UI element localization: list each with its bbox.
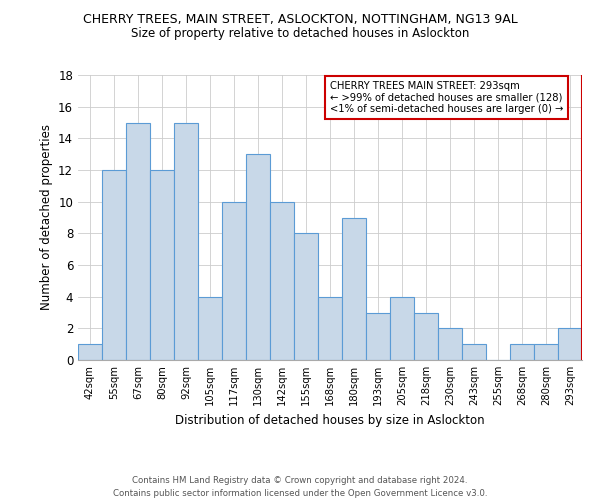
Bar xyxy=(342,218,366,360)
Bar xyxy=(78,344,102,360)
Text: CHERRY TREES, MAIN STREET, ASLOCKTON, NOTTINGHAM, NG13 9AL: CHERRY TREES, MAIN STREET, ASLOCKTON, NO… xyxy=(83,12,517,26)
Text: CHERRY TREES MAIN STREET: 293sqm
← >99% of detached houses are smaller (128)
<1%: CHERRY TREES MAIN STREET: 293sqm ← >99% … xyxy=(330,80,563,114)
Bar xyxy=(390,296,414,360)
Bar xyxy=(126,122,150,360)
Bar xyxy=(222,202,246,360)
Text: Contains HM Land Registry data © Crown copyright and database right 2024.
Contai: Contains HM Land Registry data © Crown c… xyxy=(113,476,487,498)
Bar xyxy=(270,202,294,360)
Bar xyxy=(462,344,486,360)
Y-axis label: Number of detached properties: Number of detached properties xyxy=(40,124,53,310)
Bar xyxy=(102,170,126,360)
Bar xyxy=(318,296,342,360)
Text: Size of property relative to detached houses in Aslockton: Size of property relative to detached ho… xyxy=(131,28,469,40)
Bar xyxy=(174,122,198,360)
Bar xyxy=(534,344,558,360)
Bar xyxy=(150,170,174,360)
X-axis label: Distribution of detached houses by size in Aslockton: Distribution of detached houses by size … xyxy=(175,414,485,426)
Bar xyxy=(438,328,462,360)
Bar xyxy=(294,234,318,360)
Bar xyxy=(510,344,534,360)
Bar xyxy=(366,312,390,360)
Bar xyxy=(558,328,582,360)
Bar xyxy=(198,296,222,360)
Bar xyxy=(246,154,270,360)
Bar xyxy=(414,312,438,360)
